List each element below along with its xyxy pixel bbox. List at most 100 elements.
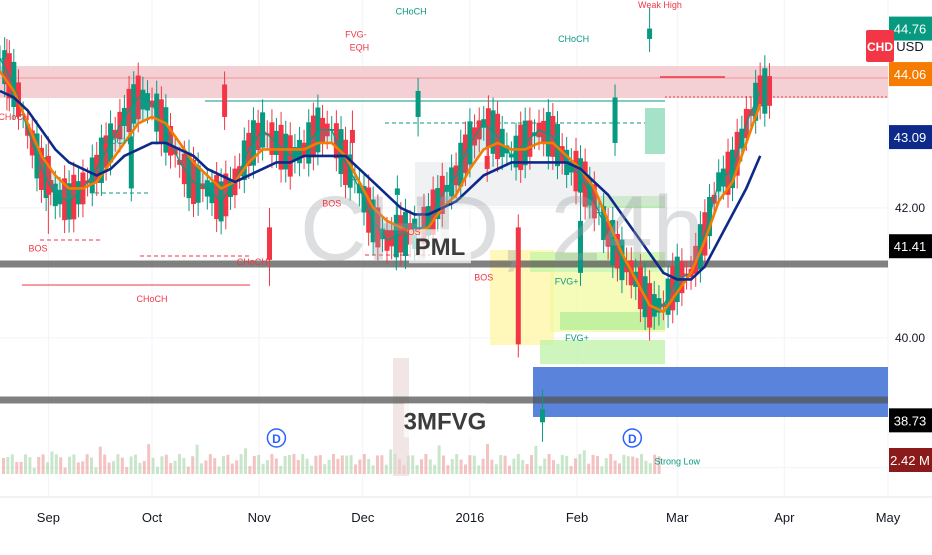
annotation-label: CHoCH — [137, 294, 168, 304]
volume-bar — [292, 453, 296, 474]
candle — [0, 58, 3, 60]
volume-bar — [336, 458, 340, 474]
annotation-label: Strong Low — [654, 457, 700, 467]
volume-bar — [371, 465, 375, 474]
symbol-badge[interactable]: CHD — [867, 40, 893, 54]
x-axis: Sep Oct Nov Dec 2016 Feb Mar Apr May — [37, 510, 901, 525]
volume-bar — [591, 454, 595, 474]
candle — [515, 227, 521, 345]
volume-bar — [318, 455, 322, 474]
x-tick-label: May — [876, 510, 901, 525]
x-tick-label: Feb — [566, 510, 588, 525]
annotation-label: FVG+ — [565, 333, 589, 343]
volume-bar — [358, 459, 362, 474]
price-badge-label: 44.76 — [894, 22, 927, 37]
volume-bar — [134, 454, 137, 474]
x-tick-label: Sep — [37, 510, 60, 525]
volume-bar — [653, 454, 657, 474]
volume-bar — [340, 455, 344, 474]
volume-bar — [217, 466, 221, 474]
annotation-label: FVG- — [345, 30, 367, 40]
x-tick-label: Dec — [351, 510, 375, 525]
volume-bar — [261, 463, 265, 474]
candle — [539, 409, 545, 423]
volume-bar — [582, 450, 586, 474]
volume-bar — [657, 456, 661, 474]
volume-bar — [468, 455, 472, 474]
dividend-marker[interactable] — [266, 428, 287, 448]
volume-bar — [222, 456, 225, 474]
volume-bar — [552, 460, 555, 474]
volume-bar — [494, 464, 498, 474]
candle — [762, 68, 768, 114]
moving-averages — [0, 58, 762, 314]
dividend-marker[interactable] — [622, 428, 643, 448]
volume-bar — [345, 455, 349, 474]
volume-bar — [503, 455, 507, 474]
volume-bar — [63, 467, 67, 474]
volume-bar — [640, 454, 643, 474]
price-badge — [889, 408, 932, 433]
volume-bar — [587, 463, 591, 474]
moving-average-line — [0, 89, 762, 281]
candle — [766, 76, 772, 106]
volume-bar — [178, 454, 181, 474]
volume-bar — [362, 454, 366, 474]
annotation-label: CHoCH — [237, 257, 268, 267]
volume-bar — [499, 455, 503, 474]
volume-bar — [41, 454, 45, 474]
volume-bar — [239, 454, 243, 474]
volume-bar — [389, 449, 393, 474]
volume-bar — [446, 465, 450, 474]
annotation-label: BOS — [402, 227, 421, 237]
volume-bar — [516, 454, 520, 474]
currency-label[interactable]: USD — [896, 39, 923, 54]
annotation-label: CHoCH — [0, 112, 29, 122]
volume-bar — [635, 458, 639, 474]
volume-bar — [613, 460, 617, 474]
annotation-label: EQH — [350, 43, 370, 53]
symbol-badge-bg[interactable] — [866, 30, 894, 62]
volume-bar — [380, 455, 384, 474]
price-badge — [889, 125, 932, 150]
volume-bar — [327, 459, 331, 474]
volume-bar — [310, 465, 313, 474]
volume-bar — [213, 458, 217, 474]
volume-bar — [274, 458, 278, 474]
volume-bar — [226, 454, 230, 474]
candle — [577, 220, 583, 273]
volume-spike-bg — [393, 358, 409, 476]
price-badge-label: 43.09 — [894, 130, 927, 145]
candle — [349, 129, 355, 143]
volume-bar — [107, 462, 111, 474]
volume-bar — [248, 466, 252, 474]
x-tick-label: Mar — [666, 510, 689, 525]
volume-bar — [94, 467, 98, 474]
volume-bar — [481, 458, 485, 474]
candle — [415, 90, 421, 117]
volume-bar — [142, 460, 146, 474]
volume-bar — [81, 461, 85, 474]
volume-bar — [420, 459, 423, 474]
price-badge — [889, 16, 932, 41]
bullish-ob-box — [645, 108, 665, 154]
key-level-label: 3MFVG — [404, 408, 487, 435]
volume-bar — [72, 454, 76, 474]
price-badges: 44.76 44.06 43.09 41.41 38.73 2.42 M — [889, 16, 932, 472]
volume-bar — [28, 457, 32, 474]
volume-bar — [266, 460, 269, 474]
annotation-label: CHoCH — [396, 6, 427, 16]
volume-bar — [59, 457, 63, 474]
volume-bar — [186, 466, 190, 474]
volume-bar — [512, 458, 516, 474]
volume-bar — [354, 464, 357, 474]
volume-bar — [486, 444, 489, 474]
volume-bar — [164, 454, 168, 474]
key-level-label-bg — [404, 403, 486, 438]
volume-bar — [129, 456, 133, 474]
fvg-green-zone-4 — [540, 340, 665, 364]
annotation-label: FVG+ — [555, 277, 579, 287]
